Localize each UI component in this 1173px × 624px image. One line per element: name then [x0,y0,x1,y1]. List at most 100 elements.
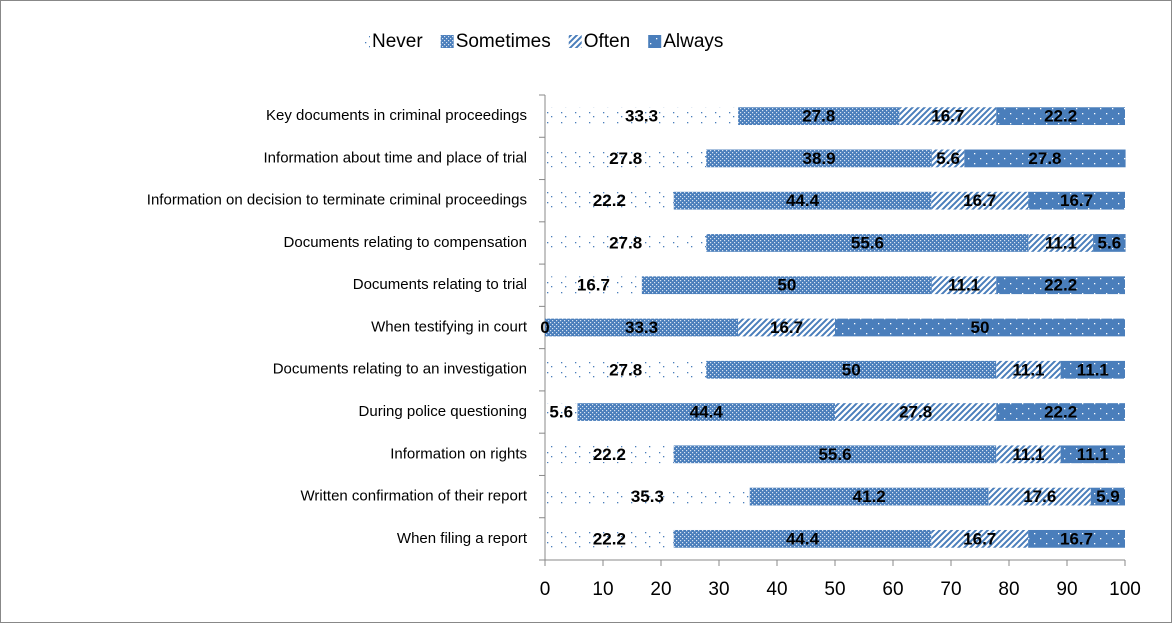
bar-segment [1090,487,1125,506]
bar-segment [673,529,932,548]
bar-segment [1028,234,1094,252]
value-label: 5.6 [936,149,960,168]
bar-segment [738,318,835,337]
x-tick-label: 30 [708,579,729,600]
category-label: Information about time and place of tria… [264,149,527,166]
category-label: Written confirmation of their report [301,488,528,505]
value-label: 22.2 [1044,107,1077,126]
value-label: 11.1 [1077,360,1109,379]
legend-swatch [357,35,370,48]
category-label: During police questioning [359,403,527,420]
value-label: 44.4 [690,403,724,422]
bar-segment [931,529,1029,548]
bar-segment [545,529,674,548]
bar-segment [545,360,707,379]
bar-segment [996,107,1125,126]
bar-segment [545,487,750,506]
bar-segment [899,107,997,126]
category-label: When filing a report [397,530,528,547]
value-label: 55.6 [851,233,884,252]
x-tick-label: 40 [766,579,787,600]
bar-segment [988,487,1091,506]
value-label: 17.6 [1023,487,1056,506]
value-label: 22.2 [593,445,626,464]
bar-segment [1093,234,1126,252]
category-label: When testifying in court [371,318,528,335]
value-label: 50 [842,360,861,379]
bar-segment [1028,191,1125,210]
value-label: 33.3 [625,318,658,337]
bar-segment [545,318,739,337]
value-label: 11.1 [1012,360,1044,379]
bar-segment [706,234,1029,252]
value-label: 16.7 [577,276,610,295]
x-tick-label: 0 [540,579,551,600]
value-label: 38.9 [803,149,836,168]
category-label: Documents relating to compensation [284,234,527,251]
value-label: 27.8 [899,403,932,422]
value-label: 50 [777,276,796,295]
category-label: Key documents in criminal proceedings [266,107,527,124]
bar-segment [996,276,1125,295]
bar-segment [1060,445,1125,464]
value-label: 22.2 [593,191,626,210]
value-label: 22.2 [1044,276,1077,295]
bar-segment [996,360,1061,379]
x-tick-label: 10 [592,579,613,600]
value-label: 27.8 [609,149,642,168]
value-label: 22.2 [1044,403,1077,422]
value-label: 0 [540,318,549,337]
bar-segment [545,234,707,252]
x-tick-label: 60 [882,579,903,600]
bar-segment [545,445,674,464]
bar-segment [577,403,835,421]
category-label: Documents relating to trial [353,276,527,293]
value-label: 16.7 [963,191,996,210]
bar-segment [931,276,997,295]
value-label: 16.7 [931,107,964,126]
bar-segment [545,149,707,168]
x-tick-label: 20 [650,579,671,600]
value-label: 44.4 [786,529,820,548]
value-label: 27.8 [802,107,835,126]
category-label: Information on decision to terminate cri… [147,192,527,209]
legend-label: Always [663,31,723,52]
bar-segment [931,149,965,168]
legend-label: Often [584,31,630,52]
legend: Never Sometimes Often Always [357,31,723,52]
value-label: 35.3 [631,487,664,506]
bar-segment [931,191,1029,210]
value-label: 5.6 [549,403,573,422]
legend-swatch [648,35,662,48]
value-label: 50 [971,318,990,337]
bar-segment [673,191,932,210]
x-tick-label: 100 [1109,579,1141,600]
value-label: 11.1 [1077,445,1109,464]
legend-swatch [568,35,582,48]
bar-segment [673,445,997,464]
value-label: 33.3 [625,107,658,126]
value-label: 16.7 [1060,529,1093,548]
bar-segment [835,403,997,421]
bar-segment [545,403,578,421]
legend-swatch [440,35,454,48]
value-label: 11.1 [1012,445,1044,464]
bar-segment [641,276,932,295]
x-tick-label: 90 [1056,579,1077,600]
value-label: 16.7 [770,318,803,337]
bar-segment [835,318,1125,337]
value-label: 11.1 [1045,233,1077,252]
value-label: 27.8 [609,360,642,379]
legend-label: Sometimes [456,31,551,52]
value-label: 11.1 [948,276,980,295]
value-label: 44.4 [786,191,820,210]
legend-label: Never [372,31,423,52]
bar-segment [545,276,642,295]
bar-segment [1060,360,1125,379]
category-label: Information on rights [390,445,527,462]
bar-segment [1028,529,1125,548]
bar-segment [964,149,1126,168]
value-label: 27.8 [1028,149,1061,168]
